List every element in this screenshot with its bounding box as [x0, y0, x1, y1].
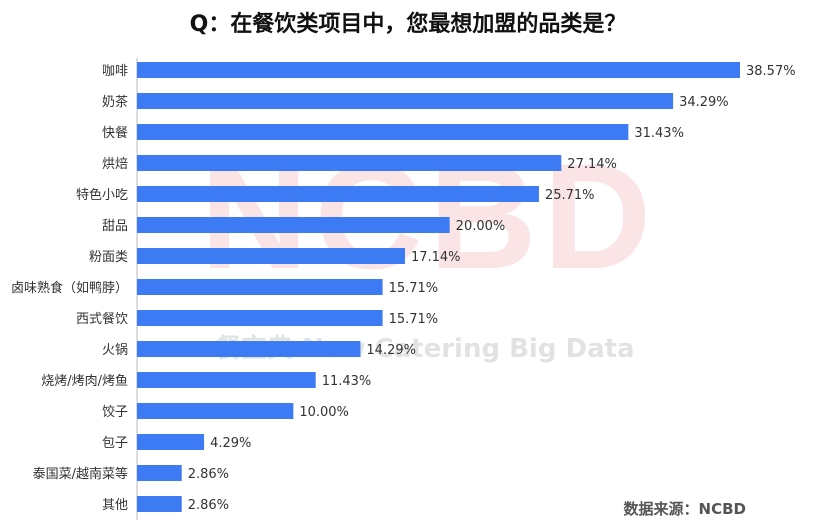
bar — [137, 310, 383, 326]
bars-layer: 咖啡 38.57% 奶茶 34.29% 快餐 31.43% 烘焙 27.14% 特色小吃 25.7… — [11, 58, 796, 520]
bar — [137, 62, 740, 78]
value-label: 20.00% — [456, 219, 506, 234]
value-label: 14.29% — [366, 343, 416, 358]
category-label: 特色小吃 — [76, 187, 128, 203]
category-label: 粉面类 — [89, 250, 128, 265]
value-label: 27.14% — [567, 157, 617, 172]
bar — [137, 403, 294, 419]
category-label: 饺子 — [102, 405, 128, 420]
value-label: 38.57% — [746, 64, 796, 79]
value-label: 2.86% — [188, 498, 229, 513]
bar — [137, 124, 629, 140]
category-label: 西式餐饮 — [76, 311, 128, 327]
data-source: 数据来源：NCBD — [623, 500, 746, 518]
value-label: 15.71% — [389, 281, 439, 296]
category-label: 泰国菜/越南菜等 — [33, 466, 128, 482]
category-label: 奶茶 — [102, 94, 128, 110]
value-label: 4.29% — [210, 436, 251, 451]
category-label: 快餐 — [102, 125, 128, 141]
category-label: 其他 — [102, 498, 128, 513]
bar — [137, 434, 205, 450]
value-label: 34.29% — [679, 95, 729, 110]
bar — [137, 155, 562, 171]
value-label: 2.86% — [188, 467, 229, 482]
value-label: 25.71% — [545, 188, 595, 203]
category-label: 包子 — [102, 436, 128, 451]
bar — [137, 217, 450, 233]
category-label: 火锅 — [102, 342, 128, 358]
bar — [137, 341, 361, 357]
bar — [137, 372, 316, 388]
value-label: 17.14% — [411, 250, 461, 265]
value-label: 15.71% — [389, 312, 439, 327]
bar — [137, 93, 674, 109]
bar — [137, 279, 383, 295]
bar — [137, 186, 539, 202]
value-label: 31.43% — [634, 126, 684, 141]
category-label: 甜品 — [102, 218, 128, 234]
value-label: 11.43% — [322, 374, 372, 389]
bar — [137, 496, 182, 512]
value-label: 10.00% — [299, 405, 349, 420]
bar — [137, 465, 182, 481]
category-label: 烘焙 — [102, 157, 128, 172]
chart-title: Q：在餐饮类项目中，您最想加盟的品类是？ — [189, 12, 627, 37]
category-label: 卤味熟食（如鸭脖） — [11, 280, 128, 296]
category-label: 咖啡 — [102, 64, 128, 79]
bar — [137, 248, 405, 264]
category-label: 烧烤/烤肉/烤鱼 — [41, 373, 128, 389]
